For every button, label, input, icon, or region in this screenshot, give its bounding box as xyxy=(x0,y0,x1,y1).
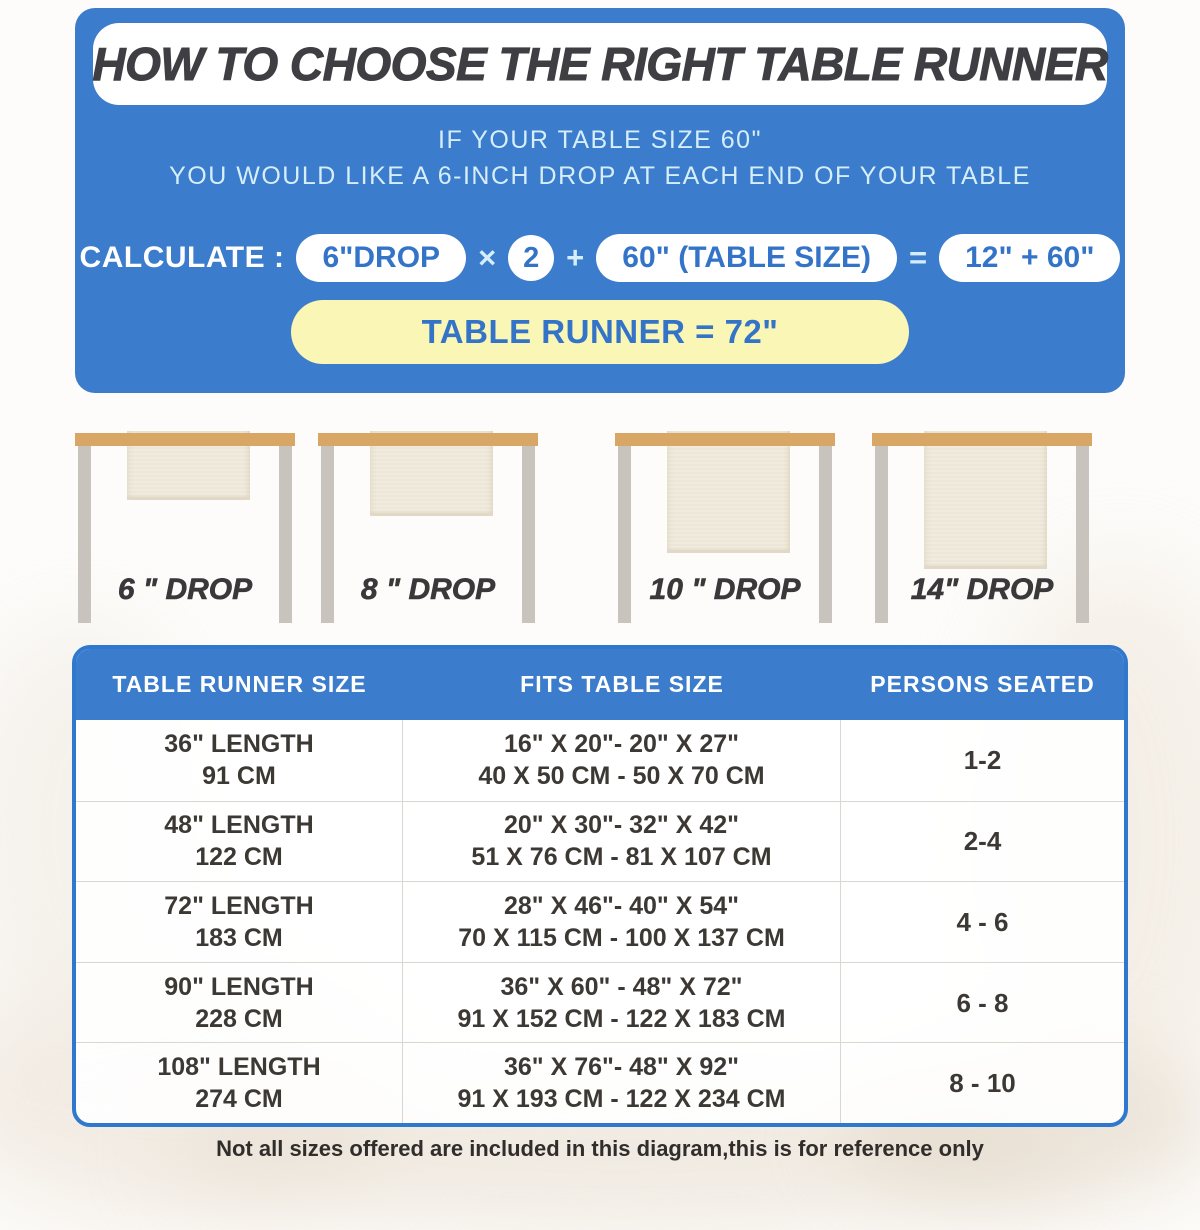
sum-pill: 12" + 60" xyxy=(939,234,1121,282)
drop-example-14: 14" DROP xyxy=(872,431,1092,638)
fits-cm: 70 X 115 CM - 100 X 137 CM xyxy=(458,923,785,952)
fits-cm: 40 X 50 CM - 50 X 70 CM xyxy=(478,762,765,791)
fits-cm: 51 X 76 CM - 81 X 107 CM xyxy=(471,843,772,872)
persons-cell: 2-4 xyxy=(963,826,1002,857)
fits-inches: 36" X 60" - 48" X 72" xyxy=(500,972,743,1001)
title-box: HOW TO CHOOSE THE RIGHT TABLE RUNNER xyxy=(92,23,1109,105)
fits-size-cell: 36" X 60" - 48" X 72" 91 X 152 CM - 122 … xyxy=(403,962,842,1043)
length-inches: 48" LENGTH xyxy=(164,811,314,840)
fits-inches: 16" X 20"- 20" X 27" xyxy=(503,730,740,759)
length-inches: 36" LENGTH xyxy=(164,730,314,759)
table-row: 72" LENGTH 183 CM 28" X 46"- 40" X 54" 7… xyxy=(76,881,1124,962)
persons-cell: 6 - 8 xyxy=(956,987,1009,1018)
length-cm: 91 CM xyxy=(202,762,276,791)
length-inches: 108" LENGTH xyxy=(157,1053,321,1082)
length-cm: 122 CM xyxy=(195,843,283,872)
drop-label: 10 " DROP xyxy=(649,573,801,607)
drop-pill: 6"DROP xyxy=(296,234,467,282)
size-table-header: TABLE RUNNER SIZE FITS TABLE SIZE PERSON… xyxy=(76,649,1124,720)
fits-inches: 36" X 76"- 48" X 92" xyxy=(503,1053,740,1082)
table-leg-right xyxy=(522,446,535,623)
multiplier-badge: 2 xyxy=(508,235,555,281)
table-top xyxy=(872,433,1092,446)
fits-cm: 91 X 193 CM - 122 X 234 CM xyxy=(457,1085,786,1114)
length-inches: 90" LENGTH xyxy=(164,972,314,1001)
drop-examples-row: 6 " DROP 8 " DROP 10 " DROP 14" DROP xyxy=(75,393,1125,645)
drop-example-10: 10 " DROP xyxy=(615,431,835,638)
length-cm: 228 CM xyxy=(195,1004,283,1033)
subtitle-line-1: IF YOUR TABLE SIZE 60" xyxy=(438,126,762,154)
drop-example-8: 8 " DROP xyxy=(318,431,538,638)
table-leg-right xyxy=(1076,446,1089,623)
header-panel: HOW TO CHOOSE THE RIGHT TABLE RUNNER IF … xyxy=(75,8,1125,393)
col-header-fits-size: FITS TABLE SIZE xyxy=(520,671,724,697)
runner-cloth xyxy=(924,431,1047,569)
size-table: TABLE RUNNER SIZE FITS TABLE SIZE PERSON… xyxy=(72,645,1128,1127)
table-leg-left xyxy=(321,446,334,623)
length-inches: 72" LENGTH xyxy=(164,891,314,920)
fits-inches: 28" X 46"- 40" X 54" xyxy=(503,891,740,920)
footnote: Not all sizes offered are included in th… xyxy=(216,1136,984,1161)
table-top xyxy=(318,433,538,446)
calculate-label: CALCULATE : xyxy=(79,241,285,274)
calculation-row: CALCULATE : 6"DROP × 2 + 60" (TABLE SIZE… xyxy=(75,232,1125,284)
table-row: 108" LENGTH 274 CM 36" X 76"- 48" X 92" … xyxy=(76,1042,1124,1123)
equals-operator: = xyxy=(908,240,928,275)
table-leg-right xyxy=(279,446,292,623)
fits-size-cell: 20" X 30"- 32" X 42" 51 X 76 CM - 81 X 1… xyxy=(403,801,842,882)
table-leg-left xyxy=(78,446,91,623)
col-header-persons: PERSONS SEATED xyxy=(870,671,1095,697)
page-title: HOW TO CHOOSE THE RIGHT TABLE RUNNER xyxy=(92,38,1109,91)
drop-label: 6 " DROP xyxy=(117,573,253,607)
table-row: 90" LENGTH 228 CM 36" X 60" - 48" X 72" … xyxy=(76,961,1124,1043)
drop-label: 8 " DROP xyxy=(360,573,496,607)
table-size-pill: 60" (TABLE SIZE) xyxy=(596,234,897,282)
length-cm: 274 CM xyxy=(195,1085,283,1114)
runner-size-cell: 48" LENGTH 122 CM xyxy=(76,801,403,882)
runner-size-cell: 72" LENGTH 183 CM xyxy=(76,882,403,962)
length-cm: 183 CM xyxy=(195,923,283,952)
fits-cm: 91 X 152 CM - 122 X 183 CM xyxy=(457,1004,786,1033)
drop-example-6: 6 " DROP xyxy=(75,431,295,638)
fits-inches: 20" X 30"- 32" X 42" xyxy=(503,811,740,840)
fits-size-cell: 16" X 20"- 20" X 27" 40 X 50 CM - 50 X 7… xyxy=(403,720,842,801)
result-pill: TABLE RUNNER = 72" xyxy=(291,300,909,364)
drop-label: 14" DROP xyxy=(910,573,1054,607)
runner-cloth xyxy=(667,431,790,553)
table-leg-left xyxy=(618,446,631,623)
table-row: 36" LENGTH 91 CM 16" X 20"- 20" X 27" 40… xyxy=(76,720,1124,801)
table-row: 48" LENGTH 122 CM 20" X 30"- 32" X 42" 5… xyxy=(76,800,1124,882)
times-operator: × xyxy=(478,240,497,275)
col-header-runner-size: TABLE RUNNER SIZE xyxy=(112,671,367,697)
fits-size-cell: 28" X 46"- 40" X 54" 70 X 115 CM - 100 X… xyxy=(403,882,842,962)
plus-operator: + xyxy=(566,240,585,275)
table-leg-right xyxy=(819,446,832,623)
persons-cell: 1-2 xyxy=(963,745,1002,776)
runner-size-cell: 36" LENGTH 91 CM xyxy=(76,720,403,801)
subtitle-line-2: YOU WOULD LIKE A 6-INCH DROP AT EACH END… xyxy=(169,162,1031,190)
runner-size-cell: 90" LENGTH 228 CM xyxy=(76,962,403,1043)
persons-cell: 4 - 6 xyxy=(956,906,1009,937)
fits-size-cell: 36" X 76"- 48" X 92" 91 X 193 CM - 122 X… xyxy=(403,1043,842,1123)
table-top xyxy=(615,433,835,446)
table-leg-left xyxy=(875,446,888,623)
runner-size-cell: 108" LENGTH 274 CM xyxy=(76,1043,403,1123)
table-runner-infographic: HOW TO CHOOSE THE RIGHT TABLE RUNNER IF … xyxy=(0,8,1200,1230)
size-table-body: 36" LENGTH 91 CM 16" X 20"- 20" X 27" 40… xyxy=(76,720,1124,1123)
persons-cell: 8 - 10 xyxy=(949,1068,1016,1099)
table-top xyxy=(75,433,295,446)
